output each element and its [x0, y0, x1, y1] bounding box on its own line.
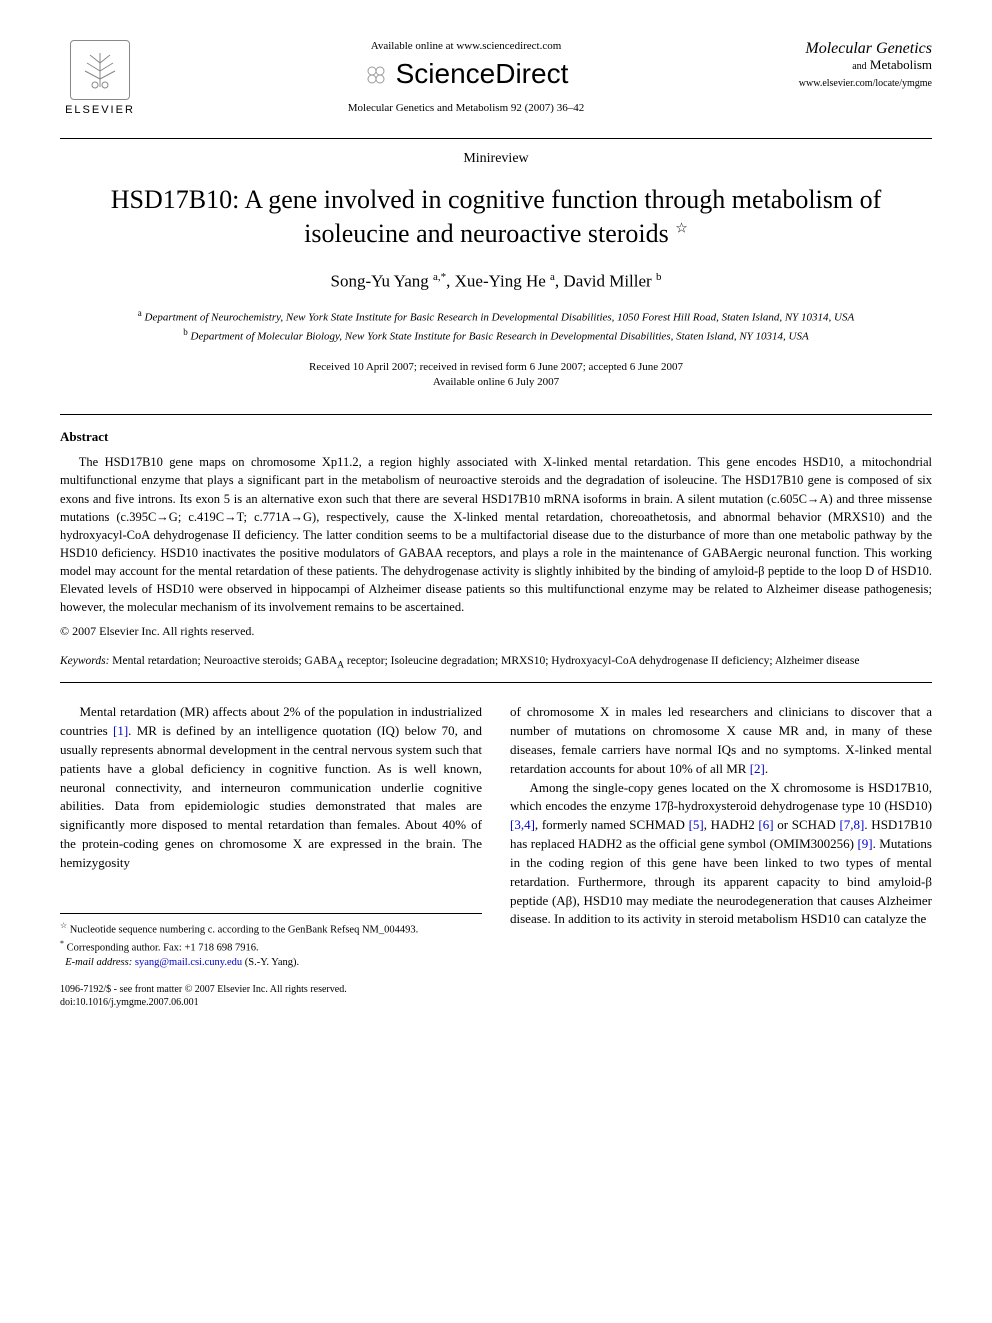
abstract-heading: Abstract [60, 429, 932, 445]
header-rule [60, 138, 932, 139]
footnote-star: ☆ Nucleotide sequence numbering c. accor… [60, 920, 482, 938]
keywords: Keywords: Mental retardation; Neuroactiv… [60, 653, 932, 672]
article-dates: Received 10 April 2007; received in revi… [60, 360, 932, 391]
elsevier-tree-icon [70, 40, 130, 100]
body-col2-p1: of chromosome X in males led researchers… [510, 703, 932, 778]
footnote-email: E-mail address: syang@mail.csi.cuny.edu … [60, 956, 482, 971]
footer-front-matter: 1096-7192/$ - see front matter © 2007 El… [60, 983, 482, 996]
article-type: Minireview [60, 151, 932, 167]
page-header: ELSEVIER Available online at www.science… [60, 40, 932, 130]
journal-logo-line1: Molecular Genetics [792, 40, 932, 58]
footnotes: ☆ Nucleotide sequence numbering c. accor… [60, 913, 482, 971]
abstract-copyright: © 2007 Elsevier Inc. All rights reserved… [60, 624, 932, 639]
affiliations: a Department of Neurochemistry, New York… [60, 307, 932, 345]
title-text: HSD17B10: A gene involved in cognitive f… [111, 185, 882, 248]
body-columns: Mental retardation (MR) affects about 2%… [60, 703, 932, 1009]
center-header: Available online at www.sciencedirect.co… [140, 40, 792, 114]
affiliation-b: b Department of Molecular Biology, New Y… [60, 326, 932, 345]
elsevier-label: ELSEVIER [65, 104, 135, 116]
body-col2-p2: Among the single-copy genes located on t… [510, 779, 932, 930]
keywords-text: Mental retardation; Neuroactive steroids… [112, 655, 859, 667]
journal-url: www.elsevier.com/locate/ymgme [792, 78, 932, 89]
footer-doi: doi:10.1016/j.ymgme.2007.06.001 [60, 996, 482, 1009]
column-right: of chromosome X in males led researchers… [510, 703, 932, 1009]
elsevier-logo: ELSEVIER [60, 40, 140, 130]
footer: 1096-7192/$ - see front matter © 2007 El… [60, 983, 482, 1009]
sciencedirect-label: ScienceDirect [396, 58, 569, 90]
body-col1-p1: Mental retardation (MR) affects about 2%… [60, 703, 482, 873]
dates-online: Available online 6 July 2007 [60, 375, 932, 390]
affiliation-a: a Department of Neurochemistry, New York… [60, 307, 932, 326]
available-online-text: Available online at www.sciencedirect.co… [140, 40, 792, 52]
abstract-paragraph: The HSD17B10 gene maps on chromosome Xp1… [60, 453, 932, 616]
keywords-label: Keywords: [60, 655, 109, 667]
journal-logo: Molecular Genetics and Metabolism www.el… [792, 40, 932, 89]
abstract-top-rule [60, 414, 932, 415]
footnote-corresponding: * Corresponding author. Fax: +1 718 698 … [60, 938, 482, 956]
title-footnote-marker: ☆ [675, 221, 688, 236]
sciencedirect-icon [364, 62, 388, 86]
abstract-bottom-rule [60, 682, 932, 683]
article-title: HSD17B10: A gene involved in cognitive f… [60, 183, 932, 251]
journal-reference: Molecular Genetics and Metabolism 92 (20… [140, 102, 792, 114]
authors: Song-Yu Yang a,*, Xue-Ying He a, David M… [60, 271, 932, 292]
column-left: Mental retardation (MR) affects about 2%… [60, 703, 482, 1009]
sciencedirect-logo: ScienceDirect [364, 58, 569, 90]
email-link[interactable]: syang@mail.csi.cuny.edu [135, 957, 242, 968]
dates-received: Received 10 April 2007; received in revi… [60, 360, 932, 375]
journal-logo-line2: and Metabolism [792, 58, 932, 72]
abstract-text: The HSD17B10 gene maps on chromosome Xp1… [60, 453, 932, 616]
